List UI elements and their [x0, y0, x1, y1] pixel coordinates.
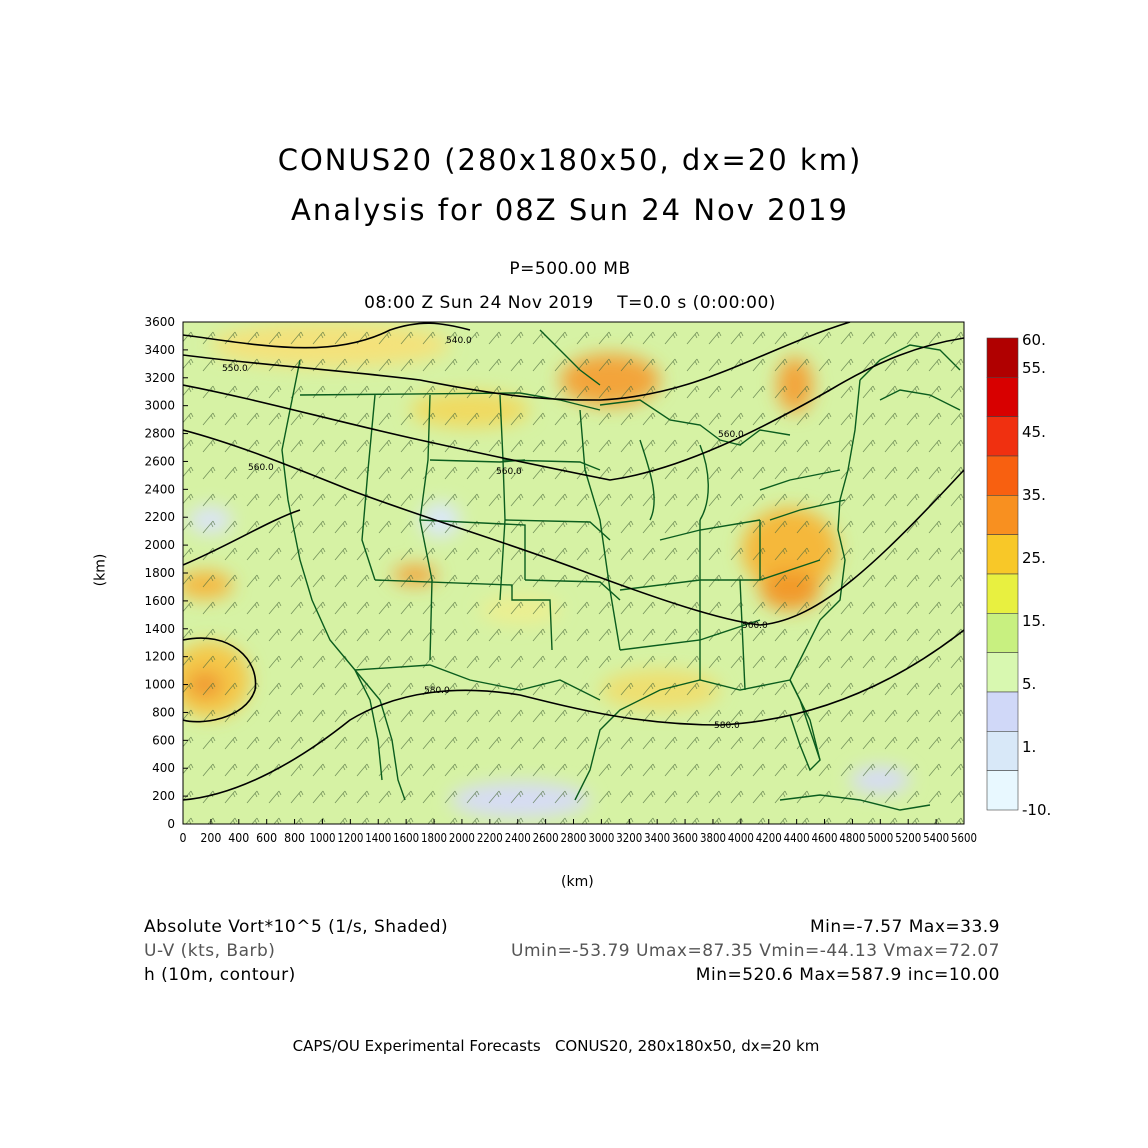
- x-tick-label: 800: [284, 831, 305, 845]
- y-tick-label: 2800: [144, 427, 175, 441]
- x-tick-label: 400: [228, 831, 249, 845]
- y-tick-label: 0: [167, 817, 175, 831]
- x-tick-label: 4200: [756, 831, 782, 845]
- x-tick-label: 3400: [644, 831, 670, 845]
- legend-wind-name: U-V (kts, Barb): [144, 941, 276, 961]
- colorbar-swatch: [986, 377, 1019, 417]
- x-tick-label: 5200: [895, 831, 921, 845]
- contour-label: 580.0: [424, 686, 450, 696]
- y-tick-label: 2400: [144, 482, 175, 496]
- legend-wind-range: Umin=-53.79 Umax=87.35 Vmin=-44.13 Vmax=…: [511, 941, 1000, 961]
- y-tick-label: 400: [152, 761, 175, 775]
- legend-height-range: Min=520.6 Max=587.9 inc=10.00: [695, 965, 1000, 985]
- colorbar-swatch: [986, 495, 1019, 535]
- y-tick-label: 2200: [144, 510, 175, 524]
- y-tick-label: 1400: [144, 622, 175, 636]
- title-line-2: Analysis for 08Z Sun 24 Nov 2019: [291, 193, 849, 227]
- x-tick-label: 5000: [867, 831, 893, 845]
- colorbar-label: 60.: [1022, 331, 1046, 349]
- x-tick-label: 5600: [951, 831, 977, 845]
- x-tick-label: 2000: [449, 831, 475, 845]
- contour-label: 560.0: [496, 467, 522, 477]
- colorbar-swatch: [986, 455, 1019, 496]
- contour-label: 560.0: [718, 430, 744, 440]
- y-tick-label: 2000: [144, 538, 175, 552]
- x-tick-label: 2200: [477, 831, 503, 845]
- x-tick-label: 3800: [700, 831, 726, 845]
- contour-label: 560.0: [248, 463, 274, 473]
- wind-barbs: [183, 322, 964, 824]
- x-tick-label: 3000: [588, 831, 614, 845]
- y-tick-label: 3600: [144, 315, 175, 329]
- colorbar-label: 25.: [1022, 549, 1046, 567]
- x-tick-label: 3600: [672, 831, 698, 845]
- x-tick-label: 1800: [421, 831, 447, 845]
- colorbar-swatch: [986, 337, 1019, 378]
- x-tick-label: 4600: [812, 831, 838, 845]
- y-tick-label: 600: [152, 733, 175, 747]
- contour-label: 580.0: [714, 721, 740, 731]
- x-tick-label: 4000: [728, 831, 754, 845]
- colorbar-swatch: [986, 573, 1019, 614]
- x-tick-label: 5400: [923, 831, 949, 845]
- x-tick-label: 1000: [309, 831, 335, 845]
- x-tick-label: 2600: [533, 831, 559, 845]
- legend-height-name: h (10m, contour): [144, 965, 296, 985]
- y-tick-label: 1600: [144, 594, 175, 608]
- y-tick-label: 3200: [144, 371, 175, 385]
- colorbar-swatch: [986, 652, 1019, 693]
- x-tick-label: 600: [256, 831, 277, 845]
- legend-vorticity-name: Absolute Vort*10^5 (1/s, Shaded): [144, 917, 449, 937]
- x-tick-label: 3200: [616, 831, 642, 845]
- height-contours: [183, 322, 964, 801]
- colorbar-swatch: [986, 613, 1019, 653]
- y-tick-label: 2600: [144, 454, 175, 468]
- y-tick-label: 1000: [144, 678, 175, 692]
- x-axis-label: (km): [561, 874, 594, 890]
- contour-label: 560.0: [742, 621, 768, 631]
- colorbar-label: -10.: [1022, 801, 1051, 819]
- legend-vorticity-range: Min=-7.57 Max=33.9: [809, 917, 1000, 937]
- colorbar-swatch: [986, 731, 1019, 771]
- level-label: P=500.00 MB: [509, 259, 631, 279]
- colorbar-swatch: [986, 416, 1019, 457]
- footer-credit: CAPS/OU Experimental Forecasts CONUS20, …: [292, 1037, 820, 1055]
- x-tick-label: 1200: [337, 831, 363, 845]
- x-tick-label: 1600: [393, 831, 419, 845]
- colorbar-label: 15.: [1022, 612, 1046, 630]
- x-tick-label: 0: [180, 831, 187, 845]
- colorbar-swatch: [986, 770, 1019, 811]
- colorbar-swatch: [986, 691, 1019, 732]
- valid-time-label: 08:00 Z Sun 24 Nov 2019 T=0.0 s (0:00:00…: [364, 293, 776, 313]
- contour-label: 540.0: [446, 336, 472, 346]
- colorbar-label: 45.: [1022, 423, 1046, 441]
- x-tick-label: 4800: [839, 831, 865, 845]
- colorbar: [986, 337, 1019, 811]
- title-line-1: CONUS20 (280x180x50, dx=20 km): [277, 143, 863, 177]
- y-tick-label: 1800: [144, 566, 175, 580]
- y-tick-label: 800: [152, 705, 175, 719]
- x-tick-label: 1400: [365, 831, 391, 845]
- x-tick-label: 2800: [561, 831, 587, 845]
- y-tick-label: 3400: [144, 343, 175, 357]
- x-tick-label: 200: [200, 831, 221, 845]
- colorbar-label: 1.: [1022, 738, 1036, 756]
- y-tick-label: 1200: [144, 650, 175, 664]
- y-tick-label: 200: [152, 789, 175, 803]
- x-tick-label: 2400: [505, 831, 531, 845]
- x-tick-label: 4400: [784, 831, 810, 845]
- colorbar-swatch: [986, 534, 1019, 575]
- colorbar-label: 55.: [1022, 359, 1046, 377]
- contour-label: 550.0: [222, 364, 248, 374]
- colorbar-label: 35.: [1022, 486, 1046, 504]
- y-tick-label: 3000: [144, 399, 175, 413]
- colorbar-label: 5.: [1022, 675, 1036, 693]
